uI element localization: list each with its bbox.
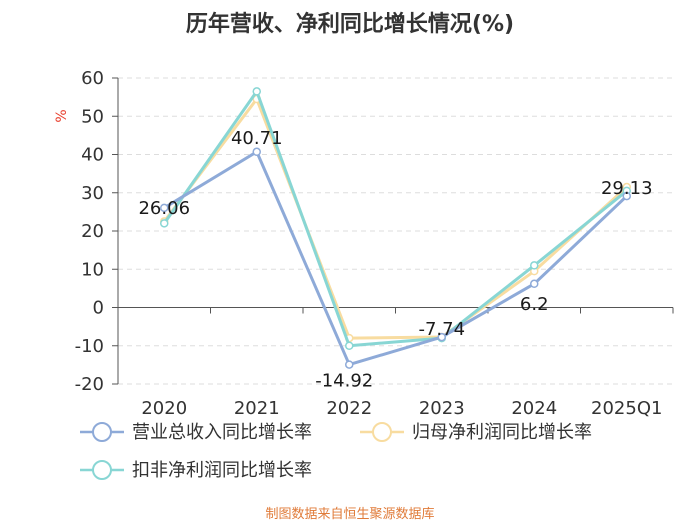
data-label: -14.92 [315,371,373,392]
data-label: 40.71 [231,128,283,149]
x-tick-label: 2021 [234,398,280,419]
legend-label: 扣非净利润同比增长率 [132,460,312,481]
chart-title: 历年营收、净利同比增长情况(%) [185,12,515,37]
y-tick-label: 20 [81,221,104,242]
y-tick-label: -10 [75,336,104,357]
data-point [530,261,539,270]
data-point [160,219,169,228]
data-label: 26.06 [138,198,190,219]
data-label: -7.74 [418,319,465,340]
y-tick-label: 10 [81,259,104,280]
data-point [252,87,261,96]
x-tick-label: 2020 [141,398,187,419]
source-note: 制图数据来自恒生聚源数据库 [265,507,435,522]
series-layer [160,87,631,369]
data-label: 6.2 [520,294,549,315]
data-label-layer: 26.06 40.71 -14.92 -7.74 6.2 29.13 [138,128,652,392]
series-line-2 [163,97,628,340]
x-tick-label: 2022 [326,398,372,419]
y-tick-label: 30 [81,183,104,204]
series-line-1 [163,150,628,367]
data-point [437,332,446,342]
legend-label: 归母净利润同比增长率 [412,422,592,443]
data-point [345,360,354,369]
legend-swatch-marker [372,422,392,442]
y-tick-label: 60 [81,68,104,89]
y-tick-label: 40 [81,145,104,166]
x-tick-label: 2024 [511,398,557,419]
legend-swatch-marker [92,460,112,480]
legend-swatch-marker [92,422,112,442]
legend-item-1[interactable]: 营业总收入同比增长率 [80,422,312,443]
data-point [345,341,354,350]
y-axis-unit-label: % [54,109,70,122]
legend-item-3[interactable]: 扣非净利润同比增长率 [80,460,312,481]
data-point [530,279,539,289]
x-tick-label: 2025Q1 [591,398,662,419]
legend-item-2[interactable]: 归母净利润同比增长率 [360,422,592,443]
data-label: 29.13 [601,178,653,199]
y-tick-label: 0 [93,298,104,319]
data-point [622,191,631,201]
data-point [252,147,261,157]
legend-label: 营业总收入同比增长率 [132,422,312,443]
y-tick-label: 50 [81,106,104,127]
axis-layer: 60 50 40 30 20 10 0 -10 -20 2020 2021 2022 2023 2024 2… [75,68,674,419]
y-tick-label: -20 [75,374,104,395]
x-tick-label: 2023 [419,398,465,419]
series-line-3 [163,89,628,348]
data-point [160,203,169,213]
